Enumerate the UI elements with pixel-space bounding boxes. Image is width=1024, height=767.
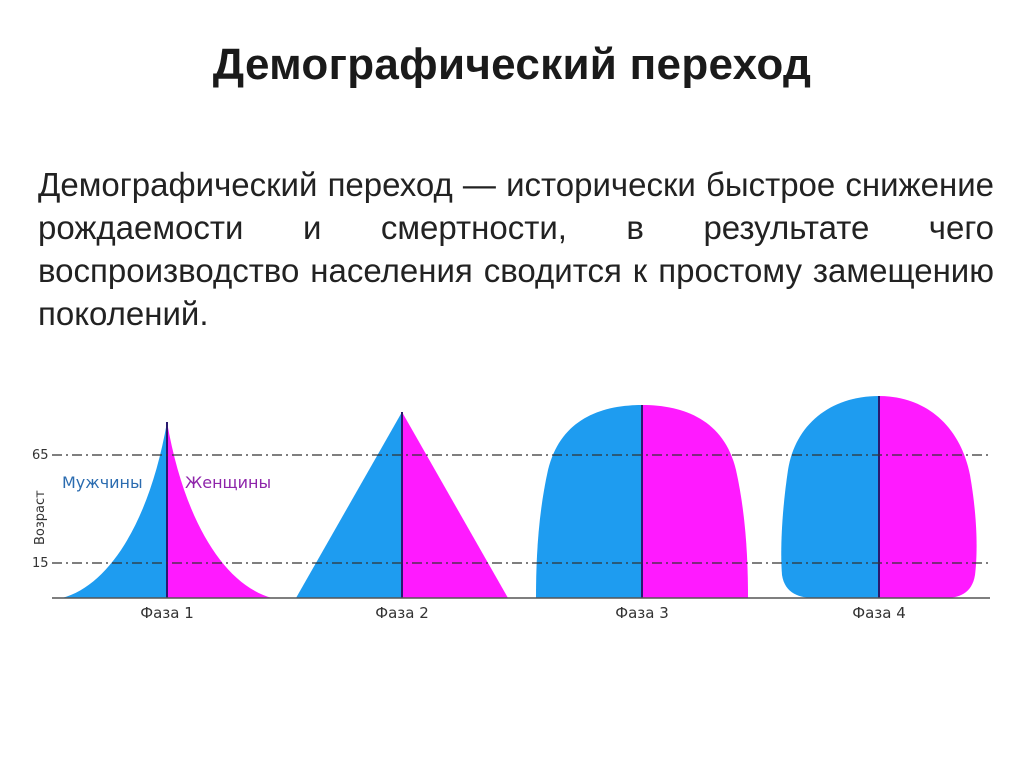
phase-2-women [402, 412, 508, 598]
definition-text: Демографический переход — исторически бы… [38, 166, 994, 332]
age-mark-15: 15 [32, 556, 49, 571]
phase-1-pyramid [62, 422, 272, 598]
phase-4-women [879, 396, 977, 598]
age-mark-65: 65 [32, 448, 49, 463]
phase-1-women [167, 422, 272, 598]
phase-1-men [62, 422, 167, 598]
phase-3-women [642, 405, 748, 598]
phase-2-men [296, 412, 402, 598]
age-axis-label: Возраст [33, 490, 48, 545]
legend-men: Мужчины [62, 473, 143, 492]
phase-3-men [536, 405, 642, 598]
phase-4-pyramid [781, 396, 977, 598]
phase-2-label: Фаза 2 [375, 604, 429, 622]
phase-4-men [781, 396, 879, 598]
phase-3-pyramid [536, 405, 748, 598]
slide-title: Демографический переход [212, 40, 812, 89]
legend-women: Женщины [185, 473, 271, 492]
phase-1-label: Фаза 1 [140, 604, 194, 622]
phase-4-label: Фаза 4 [852, 604, 906, 622]
phase-3-label: Фаза 3 [615, 604, 669, 622]
phase-2-pyramid [296, 412, 508, 598]
